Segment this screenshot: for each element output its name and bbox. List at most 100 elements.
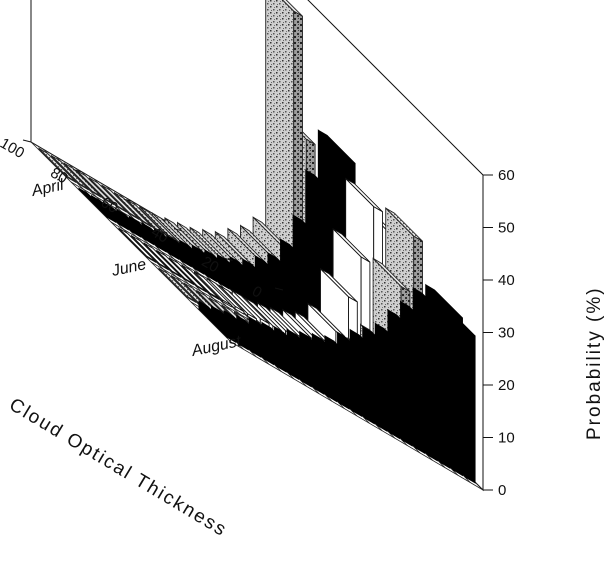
bar-face-top [385,207,423,242]
bar [156,249,194,286]
bar-face-top [103,202,142,237]
bar-face-top [211,305,249,340]
bar-face-top [51,155,89,190]
month-label: April [29,177,65,201]
bar-face-top [156,250,194,285]
bar-face-side [453,312,463,477]
bar-face-top [317,129,356,164]
z-tick-label: 40 [498,272,515,289]
bar-face-top [118,227,157,262]
bar-face-top [154,228,192,263]
bar [131,234,169,271]
bar-face-top [372,258,411,292]
bar-face-top [88,177,127,212]
bar [103,201,142,238]
x-tick-label: 80 [47,164,70,187]
bar-face-top [158,267,197,302]
bar-face-top [168,257,207,292]
bar-face-top [267,252,306,287]
bar-face-top [261,322,300,357]
bar-face-top [139,206,177,241]
bar-face-top [191,244,230,279]
bar-face-top [374,323,413,357]
bar-face-top [78,187,117,222]
x-tick-label: 20 [199,253,222,276]
bar [158,267,197,304]
bar-face-top [141,222,180,257]
bar-face-side [327,358,337,403]
bar-face-top [274,326,312,361]
z-tick-label: 50 [498,220,515,237]
x-tick-label: 40 [148,224,171,247]
bar-face-top [254,255,293,290]
floor-grid-line [230,341,484,491]
bar-face-top [231,290,270,324]
month-label: August [189,333,243,360]
bar [38,147,77,184]
bar [76,169,114,206]
bar-face-top [332,228,371,263]
z-tick-label: 30 [498,325,515,342]
bar-face-top [114,192,152,227]
bar-face-side [465,329,476,484]
bar-face-top [412,287,451,322]
bar [88,176,127,213]
bar-face-top [311,333,350,368]
bar [63,162,102,198]
bar-face-top [206,277,245,312]
bar-face-side [314,356,325,395]
x-tick [174,228,183,232]
bar-face-top [320,268,358,303]
x-tick [123,198,132,202]
bar-face-top [179,240,217,274]
bar [101,184,140,221]
bar-face-side [415,337,426,455]
bar-face-top [131,235,169,270]
bar [143,242,182,278]
bar [151,212,190,250]
bar [51,154,89,191]
bar-face-top [324,335,363,370]
z-tick-label: 20 [498,377,515,394]
bar-face-top [387,309,426,344]
x-tick [274,287,284,291]
bar-face-top [248,317,287,352]
bar-face-top [281,0,303,17]
bar-face-top [204,249,243,284]
bar-face-side [377,356,388,432]
x-tick [224,257,233,261]
x-tick [22,139,32,143]
bar-face-top [194,271,232,306]
bar-face-top [143,242,182,277]
bar [168,256,207,293]
bar-face-top [217,254,255,289]
bar-face-top [198,300,237,335]
x-tick-label: 60 [98,194,121,217]
bar-face-side [365,360,375,425]
bar-face-side [440,315,451,469]
bar [118,227,157,264]
bar [194,270,232,308]
bar-face-top [101,184,140,219]
bar-face-top [425,284,463,319]
bar-face-top [292,214,331,249]
bar-face-top [181,264,220,299]
bar [206,277,245,315]
bar-face-top [236,315,274,350]
z-tick-label: 10 [498,430,515,447]
month-label: June [109,256,148,280]
bar-face-top [116,209,154,244]
bar-face-side [390,353,400,440]
bar [91,194,129,231]
bar-face-top [345,178,383,213]
bar-face-top [63,162,102,197]
bar-face-top [91,195,129,230]
bar [181,264,220,301]
bar-face-top [362,326,400,361]
bar-face-side [352,363,363,418]
x-tick-label: 100 [0,135,27,162]
bar-face-top [229,256,268,291]
bar-face-top [219,285,257,320]
